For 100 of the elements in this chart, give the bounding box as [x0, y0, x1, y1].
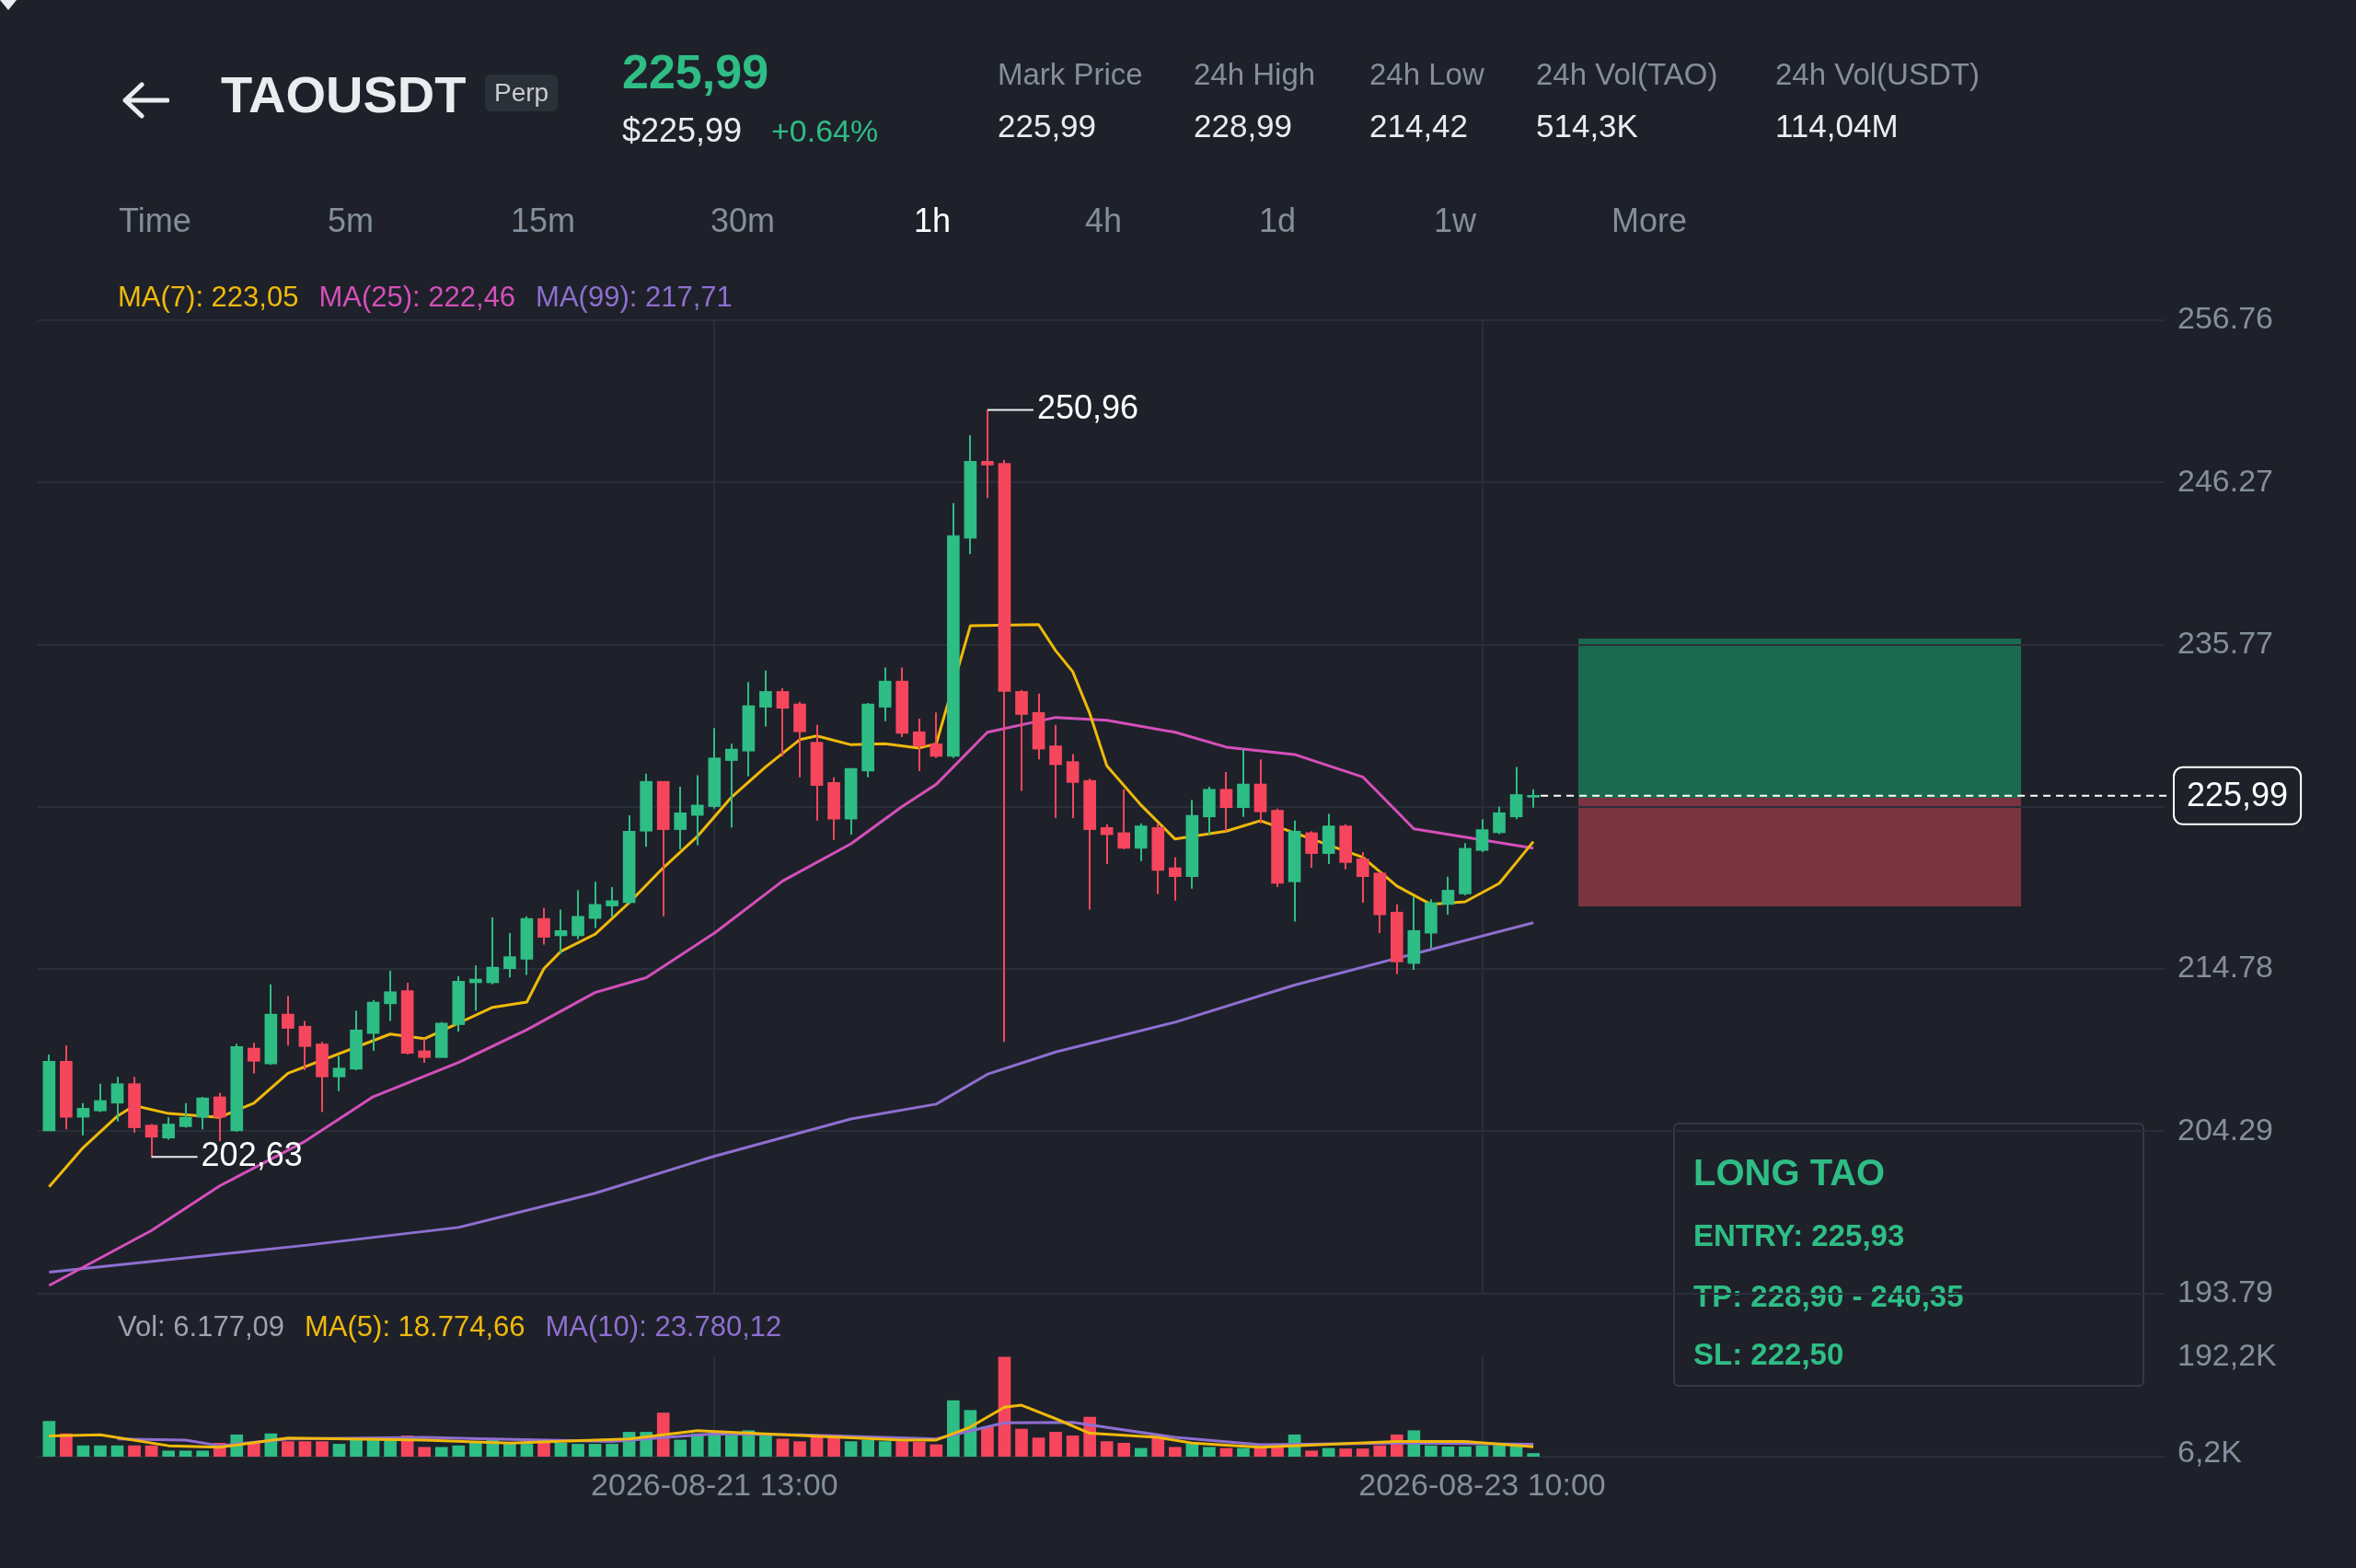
bar	[110, 1445, 124, 1457]
text: 225,99	[622, 45, 769, 98]
x-tick-label: 2026-08-23 10:00	[1358, 1466, 1606, 1502]
bar	[725, 1434, 738, 1457]
y-tick-label: 235.77	[2177, 624, 2273, 660]
text: +0.64%	[771, 113, 879, 148]
bar	[895, 1441, 909, 1457]
bar	[452, 1445, 466, 1457]
bar	[776, 1438, 790, 1457]
bar	[1527, 1453, 1540, 1457]
text: 114,04M	[1775, 107, 1899, 144]
bar	[520, 1444, 534, 1457]
bar	[1169, 1447, 1182, 1457]
bar	[94, 1445, 107, 1457]
y-tick-label: 204.29	[2177, 1111, 2273, 1147]
bar	[179, 1450, 192, 1457]
bar	[298, 1441, 312, 1457]
text: 225,99	[998, 107, 1097, 144]
text: 1d	[1259, 202, 1297, 239]
y-tick-label: 6,2K	[2177, 1433, 2243, 1469]
x-tick-label: 2026-08-21 13:00	[591, 1466, 838, 1502]
chart-title: TAOUSDT	[221, 65, 467, 123]
text: 228,99	[1194, 107, 1293, 144]
text: 1w	[1434, 202, 1477, 239]
bar	[1100, 1441, 1114, 1457]
bar	[42, 1421, 56, 1457]
text: $225,99	[622, 111, 743, 149]
text: Vol: 6.177,09	[118, 1310, 284, 1343]
annotation: ENTRY: 225,93	[1693, 1217, 1905, 1252]
bar	[503, 1444, 516, 1457]
bar	[247, 1442, 260, 1457]
text: More	[1611, 202, 1688, 239]
bar	[144, 1445, 158, 1457]
bar	[930, 1444, 943, 1457]
bar	[1475, 1445, 1489, 1457]
text: 214,42	[1369, 107, 1469, 144]
bar	[588, 1444, 602, 1457]
bar	[1356, 1448, 1369, 1457]
text: 24h Vol(TAO)	[1536, 56, 1718, 91]
text: 24h High	[1194, 56, 1316, 91]
bar	[947, 1400, 960, 1457]
text: 514,3K	[1536, 107, 1638, 144]
bar	[1185, 1444, 1199, 1457]
bar	[1049, 1432, 1062, 1457]
bar	[1373, 1445, 1387, 1457]
bar	[793, 1441, 806, 1457]
text: Time	[119, 202, 191, 239]
bar	[981, 1426, 994, 1457]
y-tick-label: 192,2K	[2177, 1336, 2278, 1372]
bar	[1305, 1450, 1318, 1457]
bar	[708, 1433, 722, 1457]
bar	[332, 1444, 346, 1457]
bar	[554, 1442, 568, 1457]
text: Mark Price	[998, 56, 1143, 91]
y-tick-label: 246.27	[2177, 462, 2273, 498]
y-tick-label: 256.76	[2177, 300, 2273, 336]
bar	[1339, 1448, 1353, 1457]
bar	[316, 1441, 329, 1457]
bar	[912, 1441, 926, 1457]
bar	[282, 1441, 294, 1457]
bar	[844, 1441, 858, 1457]
bar	[196, 1450, 210, 1457]
text: MA(99): 217,71	[536, 281, 733, 314]
y-tick-label: 214.78	[2177, 949, 2273, 985]
bar	[1459, 1446, 1472, 1457]
annotation: 250,96	[1036, 388, 1139, 427]
bar	[1441, 1446, 1455, 1457]
bar	[1219, 1447, 1233, 1457]
text: 30m	[710, 202, 776, 239]
y-tick-label: 193.79	[2177, 1273, 2273, 1309]
text: MA(5): 18.774,66	[305, 1310, 525, 1343]
bar	[1015, 1428, 1028, 1457]
text: MA(10): 23.780,12	[545, 1310, 782, 1343]
text: 24h Vol(USDT)	[1775, 56, 1980, 91]
bar	[434, 1447, 448, 1457]
bar	[418, 1447, 432, 1457]
ref-line-label: 225,99	[2187, 775, 2289, 813]
bar	[1322, 1447, 1335, 1457]
bar	[606, 1444, 618, 1457]
annotation: SL: 222,50	[1693, 1336, 1844, 1371]
bar	[1425, 1445, 1438, 1457]
bar	[76, 1445, 90, 1457]
bar	[1117, 1442, 1131, 1457]
text: 24h Low	[1369, 56, 1484, 91]
text: 5m	[328, 202, 375, 239]
text: 15m	[511, 202, 576, 239]
bar	[572, 1444, 584, 1457]
text: Perp	[485, 75, 559, 111]
bar	[468, 1442, 482, 1457]
annotation: LONG TAO	[1693, 1152, 1886, 1193]
bar	[1493, 1445, 1506, 1457]
bar	[1203, 1447, 1216, 1457]
bar	[128, 1445, 141, 1457]
candlestick	[981, 409, 994, 500]
bar	[878, 1441, 892, 1457]
bar	[1237, 1447, 1250, 1457]
bar	[674, 1439, 687, 1457]
text: MA(25): 222,46	[318, 281, 516, 314]
bar	[162, 1450, 175, 1457]
bar	[861, 1439, 874, 1457]
